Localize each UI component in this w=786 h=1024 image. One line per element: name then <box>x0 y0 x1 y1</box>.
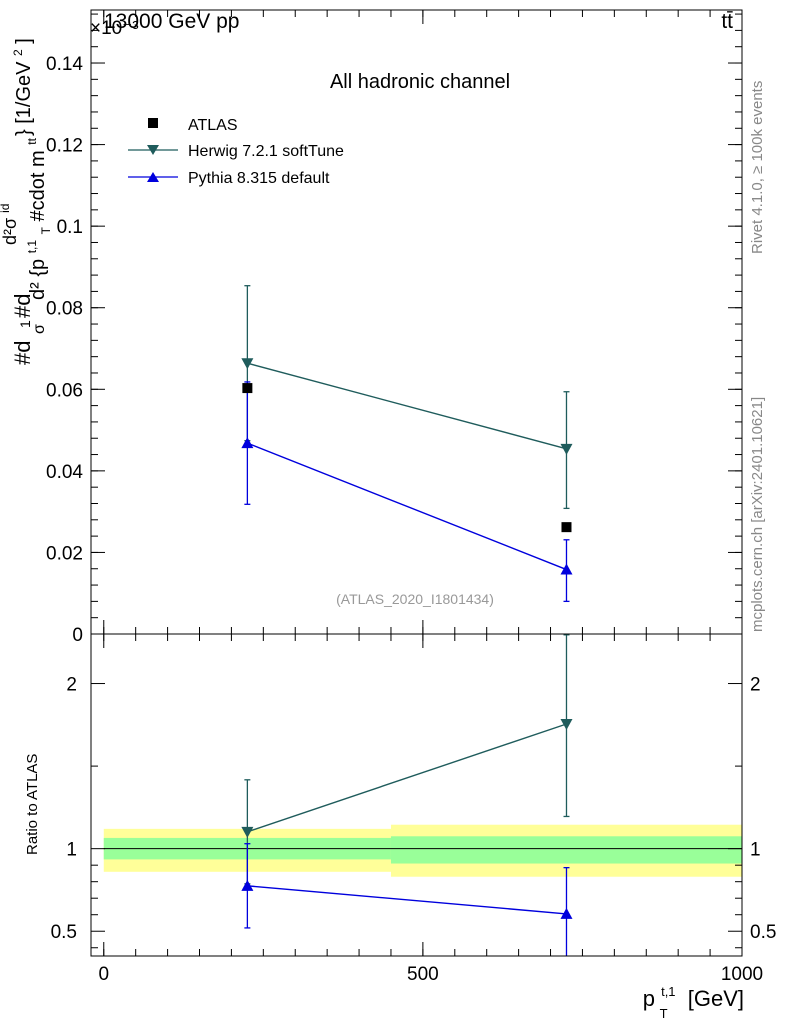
ratio-line-1 <box>247 723 567 833</box>
legend-label-atlas: ATLAS <box>188 117 238 134</box>
svg-text:d²σ id: d²σ id <box>0 204 20 245</box>
y-tick-label: 0.08 <box>46 299 83 320</box>
ratio-y-tick-label-right: 2 <box>750 675 761 696</box>
main-marker-pythia <box>560 563 573 575</box>
ratio-uncertainty-band-inner <box>390 836 742 864</box>
svg-text:σ: σ <box>31 324 48 334</box>
main-marker-herwig <box>241 358 254 370</box>
plot-title: All hadronic channel <box>330 71 510 93</box>
ratio-y-tick-label-right: 1 <box>750 840 761 861</box>
svg-text:d² {p t,1 T: d² {p t,1 T #cdot m tt <box>19 137 55 300</box>
ratio-y-tick-label: 1 <box>66 840 77 861</box>
mcplots-label: mcplots.cern.ch [arXiv:2401.10621] <box>749 397 766 632</box>
main-plot-frame <box>90 9 743 635</box>
y-tick-label: 0.1 <box>57 217 83 238</box>
ratio-y-tick-label: 2 <box>66 675 77 696</box>
y-tick-label: 0.06 <box>46 380 83 401</box>
rivet-label: Rivet 4.1.0, ≥ 100k events <box>749 81 766 254</box>
main-marker-pythia <box>241 437 254 449</box>
main-line-1 <box>247 362 567 450</box>
legend-marker-herwig <box>147 145 159 155</box>
y-tick-label: 0.14 <box>46 54 83 75</box>
y-tick-label: 0.04 <box>46 462 83 483</box>
svg-text:1: 1 <box>17 320 33 328</box>
x-tick-label: 1000 <box>721 964 763 985</box>
main-marker-atlas <box>561 522 572 533</box>
legend: ATLAS Herwig 7.2.1 softTune Pythia 8.315… <box>128 117 344 187</box>
legend-label-pythia: Pythia 8.315 default <box>188 170 330 187</box>
ratio-y-axis-label: Ratio to ATLAS <box>24 754 41 855</box>
ratio-marker-pythia <box>560 907 573 919</box>
ratio-plot-frame <box>90 633 743 957</box>
main-marker-herwig <box>560 443 573 455</box>
plot-title-left: 13000 GeV pp <box>104 10 239 33</box>
ratio-line-2 <box>247 885 567 915</box>
legend-label-herwig: Herwig 7.2.1 softTune <box>188 143 344 160</box>
process-label: tt̄ <box>721 10 733 33</box>
y-tick-label: 0.12 <box>46 136 83 157</box>
main-line-2 <box>247 442 567 571</box>
y-tick-label: 0 <box>72 625 83 646</box>
svg-text:#d: #d <box>10 294 35 318</box>
y-tick-label: 0.02 <box>46 543 83 564</box>
ratio-marker-herwig <box>241 826 254 838</box>
ratio-marker-pythia <box>241 879 254 891</box>
x-tick-label: 500 <box>407 964 439 985</box>
legend-marker-atlas <box>148 118 158 128</box>
axis-exponent-label: ×10⁻³ <box>90 18 139 39</box>
y-axis-label: #d 1 σ #d d²σ id d² {p t,1 T #cdot m tt … <box>0 38 55 365</box>
x-tick-label: 0 <box>98 964 109 985</box>
svg-text:#d: #d <box>10 341 35 365</box>
ratio-y-tick-label-right: 0.5 <box>750 922 776 943</box>
ratio-marker-herwig <box>560 718 573 730</box>
x-axis-label: p t,1 T [GeV] <box>643 976 744 1023</box>
legend-marker-pythia <box>147 172 159 182</box>
main-marker-atlas <box>242 383 253 394</box>
svg-text:} [1/GeV 2 ]: } [1/GeV 2 ] <box>5 38 35 136</box>
analysis-label: (ATLAS_2020_I1801434) <box>336 591 494 607</box>
ratio-y-tick-label: 0.5 <box>51 922 77 943</box>
